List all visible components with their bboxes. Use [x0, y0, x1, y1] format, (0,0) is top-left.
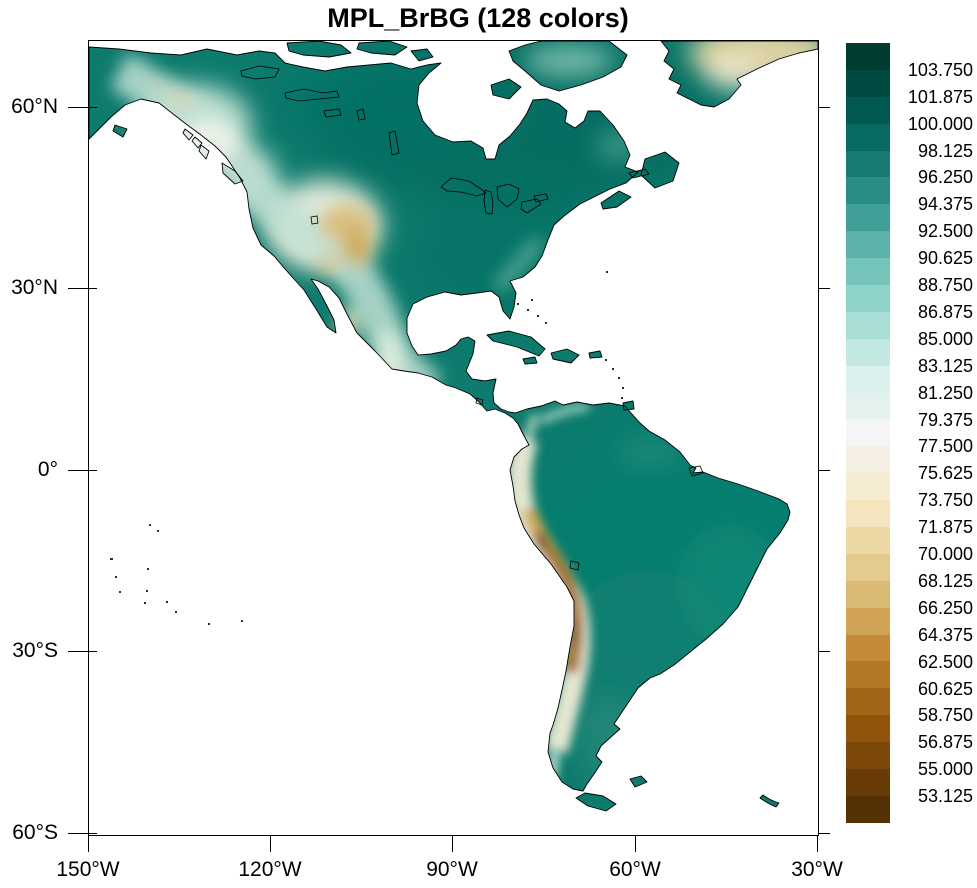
colorbar-segment — [846, 69, 890, 97]
map-canvas — [89, 41, 818, 812]
colorbar-tick-label: 79.375 — [917, 409, 973, 430]
colorbar-segment — [846, 688, 890, 716]
colorbar-tick-label: 98.125 — [917, 140, 973, 161]
colorbar-segment — [846, 311, 890, 339]
colorbar-segment — [846, 446, 890, 474]
y-tick-label: 0° — [37, 458, 58, 481]
y-tick-label: 30°N — [11, 276, 58, 299]
plot-title: MPL_BrBG (128 colors) — [327, 3, 629, 33]
colorbar-segment — [846, 607, 890, 635]
colorbar-segment — [846, 258, 890, 286]
colorbar-tick-label: 81.250 — [917, 382, 973, 403]
y-tick-mark — [68, 107, 97, 108]
x-tick-label: 120°W — [238, 858, 302, 881]
y-tick-label: 30°S — [12, 639, 58, 662]
colorbar-segment — [846, 553, 890, 581]
x-tick-mark — [452, 835, 453, 852]
x-tick-label: 30°W — [791, 858, 843, 881]
colorbar-segment — [846, 150, 890, 178]
colorbar-segment — [846, 661, 890, 689]
colorbar-tick-label: 77.500 — [917, 436, 973, 457]
map-plot — [88, 40, 819, 836]
colorbar-tick-label: 70.000 — [917, 544, 973, 565]
colorbar-tick-label: 101.875 — [907, 86, 973, 107]
colorbar-segment — [846, 473, 890, 501]
colorbar-tick-label: 92.500 — [917, 221, 973, 242]
andes-shading — [507, 403, 591, 794]
colorbar-tick-label: 62.500 — [917, 651, 973, 672]
y-tick-mark — [68, 470, 97, 471]
colorbar-segment — [846, 204, 890, 232]
colorbar-tick-label: 96.250 — [917, 167, 973, 188]
x-tick-label: 150°W — [56, 858, 120, 881]
y-tick-label: 60°N — [11, 95, 58, 118]
colorbar-tick-label: 88.750 — [917, 275, 973, 296]
lake-outlines — [240, 65, 704, 571]
colorbar-segment — [846, 742, 890, 770]
colorbar-tick-label: 60.625 — [917, 678, 973, 699]
x-tick-mark — [635, 835, 636, 852]
colorbar-tick-label: 68.125 — [917, 570, 973, 591]
colorbar-segment — [846, 285, 890, 312]
colorbar-tick-label: 83.125 — [917, 355, 973, 376]
y-tick-mark-right — [818, 288, 830, 289]
y-tick-mark — [68, 288, 97, 289]
x-tick-label: 90°W — [426, 858, 478, 881]
colorbar-tick-label: 90.625 — [917, 248, 973, 269]
colorbar-tick-label: 58.750 — [917, 705, 973, 726]
colorbar-tick-label: 53.125 — [917, 786, 973, 807]
x-tick-mark — [88, 835, 89, 852]
colorbar-segment — [846, 527, 890, 554]
y-tick-mark — [68, 833, 97, 834]
colorbar — [846, 43, 890, 823]
colorbar-segment — [846, 365, 890, 393]
colorbar-tick-label: 64.375 — [917, 624, 973, 645]
colorbar-segment — [846, 123, 890, 151]
colorbar-tick-label: 85.000 — [917, 328, 973, 349]
colorbar-segment — [846, 392, 890, 420]
y-tick-mark-right — [818, 470, 830, 471]
colorbar-tick-label: 103.750 — [907, 59, 973, 80]
colorbar-segment — [846, 338, 890, 366]
colorbar-segment — [846, 634, 890, 662]
colorbar-tick-label: 75.625 — [917, 463, 973, 484]
small-island-dots — [110, 271, 624, 625]
colorbar-tick-label: 55.000 — [917, 759, 973, 780]
colorbar-segment — [846, 96, 890, 124]
colorbar-segment — [846, 580, 890, 608]
colorbar-segment — [846, 500, 890, 528]
y-tick-mark-right — [818, 107, 830, 108]
colorbar-segment — [846, 795, 890, 823]
colorbar-segment — [846, 231, 890, 259]
x-tick-label: 60°W — [609, 858, 661, 881]
colorbar-tick-label: 56.875 — [917, 732, 973, 753]
colorbar-tick-label: 100.000 — [907, 113, 973, 134]
colorbar-segment — [846, 177, 890, 205]
x-tick-mark — [817, 835, 818, 852]
y-tick-label: 60°S — [12, 821, 58, 844]
colorbar-segment — [846, 715, 890, 743]
colorbar-segment — [846, 419, 890, 447]
y-tick-mark-right — [818, 651, 830, 652]
colorbar-tick-label: 94.375 — [917, 194, 973, 215]
colorbar-tick-label: 73.750 — [917, 490, 973, 511]
colorbar-tick-label: 66.250 — [917, 597, 973, 618]
x-tick-mark — [270, 835, 271, 852]
colorbar-segment — [846, 769, 890, 796]
colorbar-tick-label: 86.875 — [917, 301, 973, 322]
colorbar-segment — [846, 43, 890, 70]
terrain-shading — [89, 41, 818, 811]
y-tick-mark-right — [818, 833, 830, 834]
y-tick-mark — [68, 651, 97, 652]
colorbar-tick-label: 71.875 — [917, 517, 973, 538]
